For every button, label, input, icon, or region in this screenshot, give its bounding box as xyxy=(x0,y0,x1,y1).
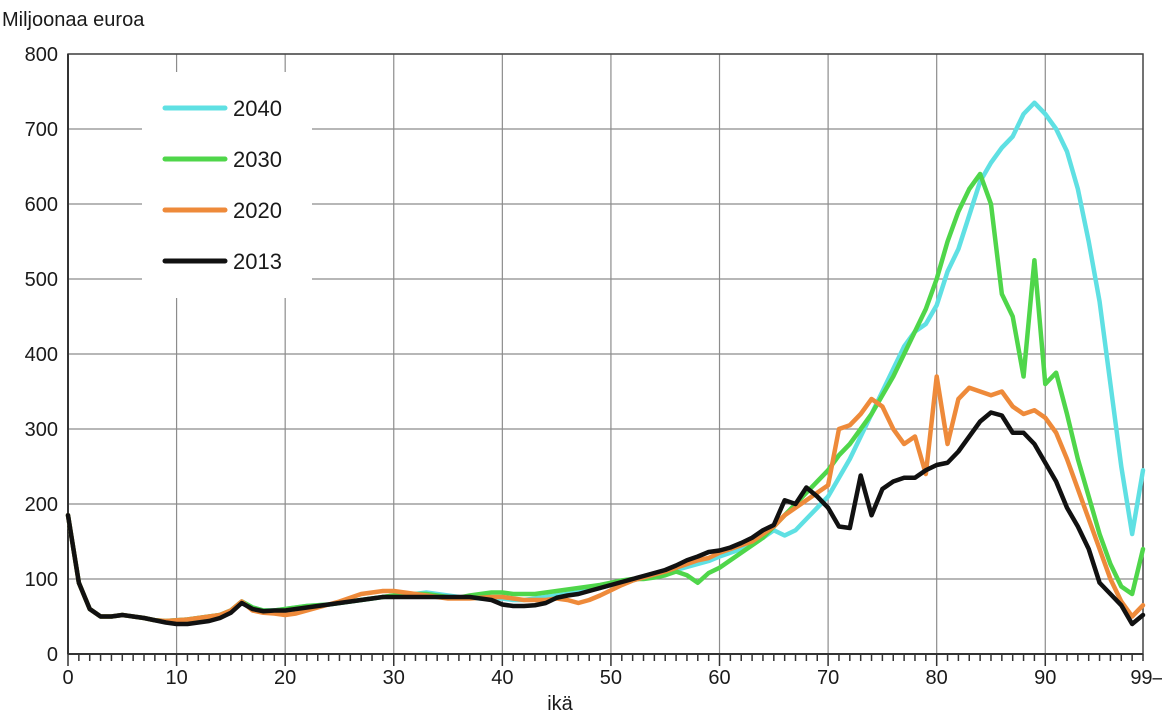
legend-label-2040: 2040 xyxy=(233,96,282,121)
series-lines xyxy=(65,100,1146,627)
x-tick-label: 40 xyxy=(491,667,513,689)
y-tick-label: 500 xyxy=(25,269,58,291)
legend: 2040 2030 2020 2013 xyxy=(162,96,282,274)
x-tick-label: 80 xyxy=(926,667,948,689)
legend-label-2030: 2030 xyxy=(233,147,282,172)
y-axis-title: Miljoonaa euroa xyxy=(2,9,145,31)
x-tick-label: 10 xyxy=(165,667,187,689)
x-tick-label: 50 xyxy=(600,667,622,689)
x-tick-label: 90 xyxy=(1034,667,1056,689)
y-tick-label: 400 xyxy=(25,344,58,366)
y-tick-labels: 0 100 200 300 400 500 600 700 800 xyxy=(25,44,58,666)
series-line-2013 xyxy=(65,410,1146,627)
x-tick-label: 30 xyxy=(383,667,405,689)
legend-label-2013: 2013 xyxy=(233,249,282,274)
legend-label-2020: 2020 xyxy=(233,198,282,223)
x-tick-label: 60 xyxy=(708,667,730,689)
y-tick-label: 800 xyxy=(25,44,58,66)
y-tick-label: 300 xyxy=(25,419,58,441)
y-tick-label: 600 xyxy=(25,194,58,216)
axes xyxy=(67,53,1144,655)
x-axis-title: ikä xyxy=(547,693,573,715)
y-tick-label: 200 xyxy=(25,494,58,516)
x-tick-label: 0 xyxy=(62,667,73,689)
x-tick-label: 20 xyxy=(274,667,296,689)
y-tick-label: 0 xyxy=(47,644,58,666)
y-tick-label: 100 xyxy=(25,569,58,591)
x-tick-labels: 0 10 20 30 40 50 60 70 80 90 99– xyxy=(62,667,1162,689)
x-tick-label: 70 xyxy=(817,667,839,689)
minor-ticks xyxy=(67,654,1144,666)
y-tick-label: 700 xyxy=(25,119,58,141)
x-tick-label-last: 99– xyxy=(1130,667,1162,689)
